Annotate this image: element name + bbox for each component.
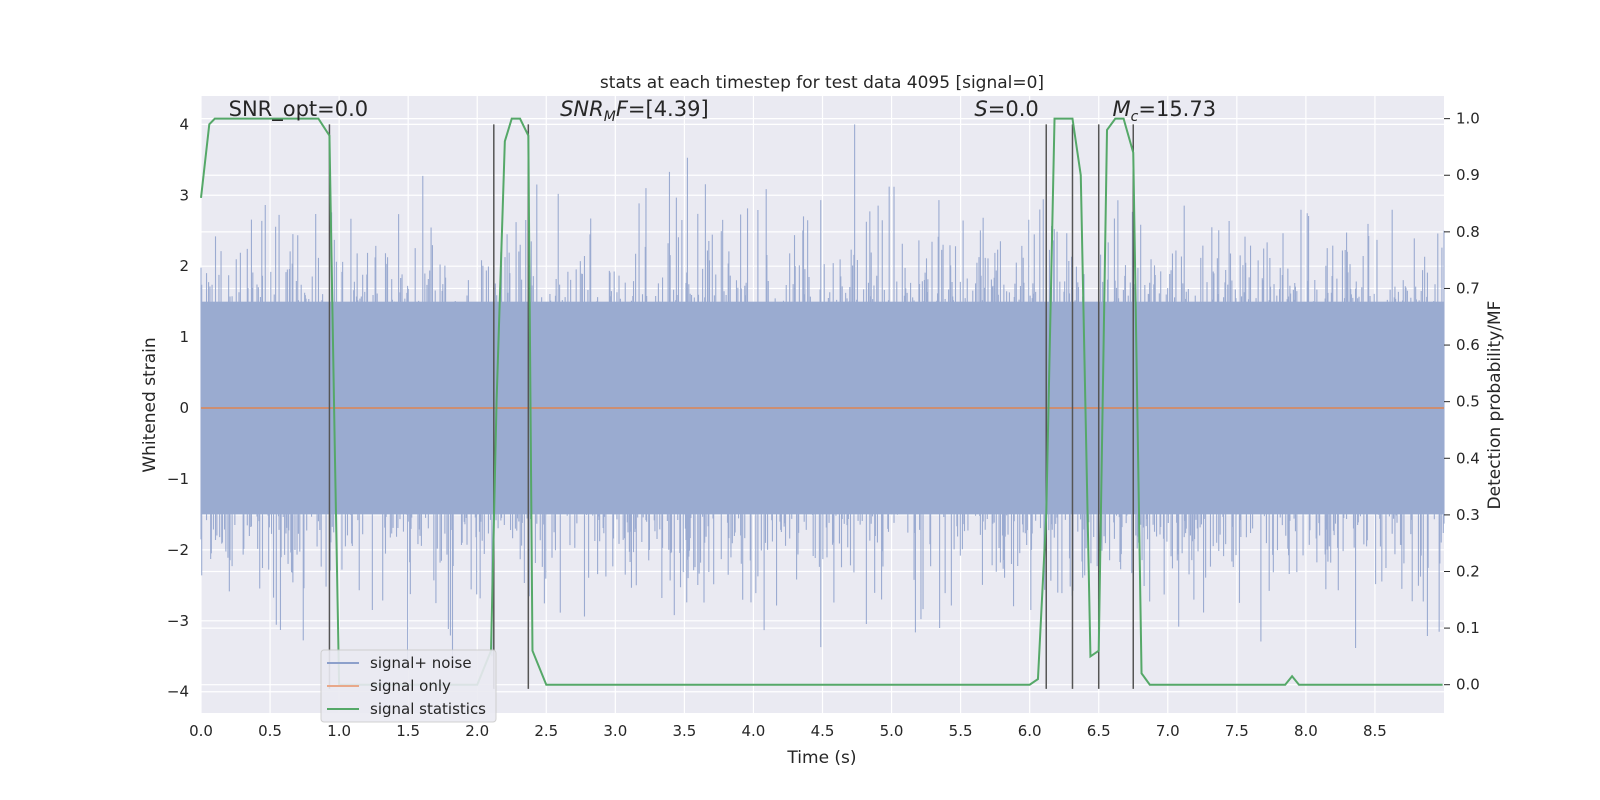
y-tick-label-left: 3 [179, 186, 189, 204]
legend-box [320, 649, 497, 723]
y-tick-label-right: 0.6 [1456, 336, 1480, 354]
legend: signal+ noise signal only signal statist… [320, 649, 497, 723]
y-tick-label-left: −1 [167, 470, 189, 488]
y-tick-label-right: 0.5 [1456, 393, 1480, 411]
x-tick-label: 1.0 [327, 722, 351, 740]
y-axis-label-left: Whitened strain [140, 337, 160, 472]
x-tick-label: 6.5 [1087, 722, 1111, 740]
y-tick-label-right: 1.0 [1456, 110, 1480, 128]
x-tick-label: 4.5 [811, 722, 835, 740]
y-tick-label-left: −2 [167, 541, 189, 559]
signal-statistics-series [200, 117, 1443, 686]
x-tick-label: 7.0 [1156, 722, 1180, 740]
annotation-text: S=0.0 [974, 97, 1038, 121]
y-tick-label-right: 0.0 [1456, 676, 1480, 694]
annotations: SNR_opt=0.0 SNRMF=[4.39] S=0.0 Mc=15.73 [229, 97, 1216, 125]
y-tick-label-right: 0.3 [1456, 506, 1480, 524]
signal-statistics-line [200, 117, 1443, 686]
legend-label-signal-statistics: signal statistics [370, 700, 486, 718]
x-tick-label: 2.5 [534, 722, 558, 740]
x-axis-label: Time (s) [786, 748, 856, 768]
legend-label-signal-only: signal only [370, 677, 451, 695]
y-tick-label-right: 0.8 [1456, 223, 1480, 241]
annotation-text: SNRMF=[4.39] [560, 97, 709, 125]
y-tick-label-left: 4 [179, 115, 189, 133]
annotation-text: Mc=15.73 [1113, 97, 1217, 125]
y-tick-label-right: 0.1 [1456, 619, 1480, 637]
x-tick-label: 3.5 [672, 722, 696, 740]
x-tick-label: 5.0 [880, 722, 904, 740]
y-axis-label-right: Detection probability/MF [1485, 301, 1505, 510]
y-tick-label-left: 2 [179, 257, 189, 275]
x-tick-label: 5.5 [949, 722, 973, 740]
annotation-text: SNR_opt=0.0 [229, 97, 369, 122]
legend-label-signal-noise: signal+ noise [370, 654, 472, 672]
chart-title: stats at each timestep for test data 409… [600, 73, 1044, 93]
y-tick-label-left: −3 [167, 612, 189, 630]
y-tick-label-left: −4 [167, 683, 189, 701]
x-tick-label: 8.0 [1294, 722, 1318, 740]
y-tick-label-right: 0.9 [1456, 166, 1480, 184]
x-tick-label: 7.5 [1225, 722, 1249, 740]
x-tick-label: 0.0 [189, 722, 213, 740]
y-tick-label-right: 0.2 [1456, 562, 1480, 580]
x-tick-label: 2.0 [465, 722, 489, 740]
y-tick-label-right: 0.7 [1456, 279, 1480, 297]
x-tick-label: 1.5 [396, 722, 420, 740]
x-tick-label: 3.0 [603, 722, 627, 740]
y-tick-label-left: 1 [179, 328, 189, 346]
y-tick-label-right: 0.4 [1456, 449, 1480, 467]
x-tick-label: 6.0 [1018, 722, 1042, 740]
x-tick-label: 8.5 [1363, 722, 1387, 740]
x-tick-label: 0.5 [258, 722, 282, 740]
tick-labels: 0.0 0.5 1.0 1.5 2.0 2.5 3.0 3.5 4.0 4.5 5.0 5.5 6.0 6… [167, 110, 1480, 740]
y-tick-label-left: 0 [179, 399, 189, 417]
x-tick-label: 4.0 [742, 722, 766, 740]
